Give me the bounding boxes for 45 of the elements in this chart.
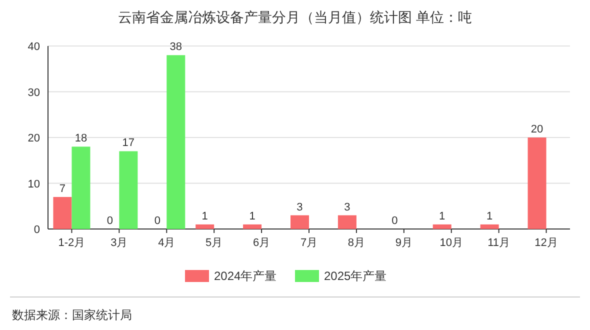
bar bbox=[243, 224, 262, 229]
bar bbox=[528, 138, 546, 229]
data-label: 38 bbox=[170, 41, 182, 54]
x-tick-label: 8月 bbox=[348, 237, 366, 249]
x-tick-label: 6月 bbox=[252, 237, 270, 249]
bar bbox=[166, 55, 186, 229]
chart-title: 云南省金属冶炼设备产量分月（当月值）统计图 单位：吨 bbox=[118, 9, 472, 25]
source-note: 数据来源：国家统计局 bbox=[12, 308, 132, 322]
x-tick-label: 5月 bbox=[206, 237, 223, 249]
y-tick-label: 20 bbox=[28, 132, 40, 144]
x-tick-label: 12月 bbox=[534, 237, 558, 249]
bar bbox=[480, 224, 499, 229]
y-tick-label: 0 bbox=[34, 224, 40, 236]
data-label: 20 bbox=[530, 124, 544, 136]
legend-label: 2024年产量 bbox=[214, 269, 277, 283]
data-label: 0 bbox=[392, 215, 398, 227]
bar bbox=[72, 146, 90, 229]
bar bbox=[53, 196, 72, 229]
bar bbox=[196, 224, 214, 229]
data-label: 17 bbox=[122, 137, 135, 150]
x-tick-label: 4月 bbox=[158, 237, 176, 249]
bar bbox=[290, 215, 309, 229]
data-label: 0 bbox=[154, 215, 160, 227]
data-label: 1 bbox=[486, 210, 493, 222]
data-label: 0 bbox=[106, 215, 113, 227]
y-tick-label: 30 bbox=[28, 86, 40, 99]
y-tick-label: 40 bbox=[28, 41, 40, 53]
data-label: 1 bbox=[249, 210, 256, 222]
x-tick-label: 9月 bbox=[395, 237, 412, 249]
legend-label: 2025年产量 bbox=[324, 269, 387, 283]
data-label: 1 bbox=[202, 210, 208, 222]
x-tick-label: 10月 bbox=[440, 237, 463, 249]
x-tick-label: 1-2月 bbox=[58, 237, 86, 249]
data-label: 7 bbox=[59, 182, 66, 195]
x-tick-label: 7月 bbox=[300, 237, 318, 249]
x-tick-label: 11月 bbox=[488, 237, 510, 249]
data-label: 1 bbox=[439, 210, 446, 222]
bar bbox=[338, 215, 356, 229]
y-tick-label: 10 bbox=[28, 178, 40, 190]
bar bbox=[432, 224, 452, 229]
data-label: 3 bbox=[296, 201, 303, 214]
x-tick-label: 3月 bbox=[110, 237, 128, 249]
bar bbox=[119, 151, 138, 229]
data-label: 18 bbox=[74, 132, 88, 145]
data-label: 3 bbox=[344, 201, 350, 214]
